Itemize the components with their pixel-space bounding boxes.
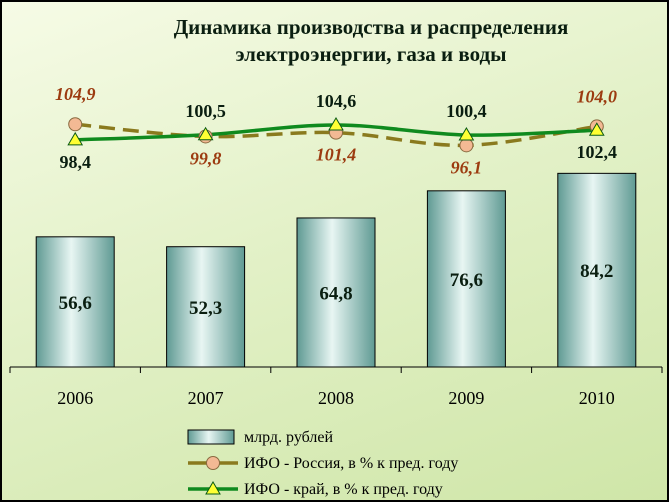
- russia-value-label-2010: 104,0: [577, 86, 618, 106]
- bar-value-label-2008: 64,8: [319, 283, 352, 304]
- krai-value-label-2008: 104,6: [316, 91, 357, 111]
- x-tick-label-2007: 2007: [188, 388, 224, 408]
- krai-value-label-2006: 98,4: [59, 152, 91, 172]
- bar-2008: [296, 217, 376, 368]
- x-tick-label-2009: 2009: [448, 388, 484, 408]
- bar-value-label-2006: 56,6: [59, 293, 92, 314]
- russia-value-label-2009: 96,1: [451, 157, 483, 177]
- chart-title-line-2: электроэнергии, газа и воды: [235, 42, 506, 66]
- bar-2006: [35, 236, 115, 368]
- x-tick-label-2008: 2008: [318, 388, 354, 408]
- bar-2009: [426, 190, 506, 368]
- krai-value-label-2009: 100,4: [446, 101, 487, 121]
- russia-value-label-2007: 99,8: [190, 148, 222, 168]
- russia-value-label-2006: 104,9: [55, 84, 96, 104]
- krai-point-2008: [328, 116, 344, 131]
- legend-swatch-bars: [187, 429, 235, 445]
- series-line-russia: [75, 122, 598, 148]
- russia-value-label-2008: 101,4: [316, 145, 357, 165]
- legend: млрд. рублей ИФО - Россия, в % к пред. го…: [187, 429, 458, 498]
- plot-area: 56,6 2006 52,3 2007 64,8 2008 76,6 2009 84,2 2010…: [9, 84, 663, 408]
- bar-value-label-2007: 52,3: [189, 298, 222, 319]
- bar-2010: [557, 172, 637, 368]
- legend-label-krai: ИФО - край, в % к пред. году: [244, 481, 443, 498]
- legend-swatch-krai-marker: [205, 481, 221, 495]
- chart-title-line-1: Динамика производства и распределения: [174, 15, 569, 39]
- legend-swatch-russia-marker: [206, 456, 220, 470]
- krai-value-label-2007: 100,5: [185, 101, 226, 121]
- x-tick-label-2006: 2006: [57, 388, 93, 408]
- krai-point-2007: [197, 126, 214, 141]
- krai-point-2009: [458, 127, 475, 141]
- krai-value-label-2010: 102,4: [577, 142, 618, 162]
- krai-point-2006: [67, 131, 84, 146]
- x-tick-label-2010: 2010: [579, 388, 615, 408]
- bar-value-label-2010: 84,2: [580, 261, 613, 282]
- krai-point-2010: [588, 122, 605, 136]
- legend-label-russia: ИФО - Россия, в % к пред. году: [244, 455, 458, 472]
- bar-2007: [166, 246, 246, 368]
- russia-point-2006: [68, 117, 83, 132]
- bar-value-label-2009: 76,6: [450, 270, 483, 291]
- legend-label-bars: млрд. рублей: [244, 429, 333, 446]
- russia-point-2009: [459, 138, 474, 153]
